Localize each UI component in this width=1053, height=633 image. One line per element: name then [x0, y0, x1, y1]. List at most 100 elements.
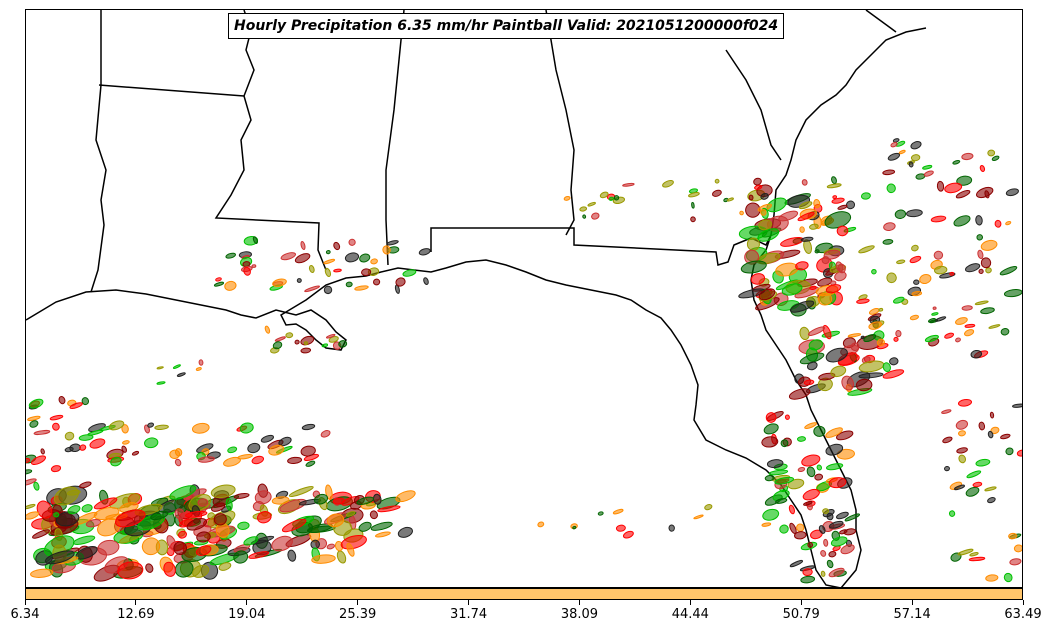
precip-blob	[1013, 544, 1022, 553]
precip-blob	[740, 260, 767, 274]
precip-blob	[196, 531, 211, 543]
precip-blob	[957, 398, 973, 407]
precip-blob	[801, 454, 821, 467]
precip-blob	[81, 397, 90, 406]
precip-blob	[987, 430, 994, 439]
precip-blob	[227, 446, 238, 454]
colorbar-tick	[1022, 600, 1024, 605]
precip-blob	[50, 465, 62, 473]
precip-blob	[591, 212, 600, 220]
precip-blob	[243, 536, 259, 546]
precip-blob	[348, 238, 356, 246]
precip-blob	[1003, 572, 1013, 583]
precip-blob	[192, 564, 210, 578]
precip-blob	[763, 423, 779, 435]
precip-blob	[110, 456, 122, 467]
precip-blob	[789, 300, 815, 313]
precip-blob	[108, 420, 125, 431]
colorbar-tick-label: 6.34	[10, 607, 40, 622]
precip-blob	[1005, 220, 1012, 226]
precip-blob	[572, 525, 577, 530]
precip-blob	[323, 285, 333, 295]
precip-blob	[55, 511, 80, 527]
precip-blob	[748, 194, 754, 201]
precip-blob	[778, 210, 799, 222]
precip-blob	[980, 307, 995, 315]
colorbar-tick	[578, 600, 580, 605]
precip-blob	[994, 219, 1002, 228]
precip-blob	[868, 321, 883, 330]
precip-blob	[794, 531, 807, 540]
map-title: Hourly Precipitation 6.35 mm/hr Paintbal…	[228, 13, 785, 39]
precip-blob	[910, 154, 921, 162]
precip-blob	[1005, 447, 1014, 456]
precip-blob	[821, 256, 830, 265]
colorbar-tick	[468, 600, 470, 605]
precip-blob	[910, 141, 922, 150]
precip-blob	[975, 458, 991, 467]
precip-blob	[924, 334, 939, 343]
precip-blob	[156, 366, 164, 370]
precip-blob	[871, 268, 877, 275]
precip-blob	[359, 253, 371, 263]
precip-blob	[955, 419, 969, 430]
precip-blob	[975, 215, 983, 226]
precip-blob	[186, 518, 208, 531]
precip-blob	[834, 271, 847, 282]
precip-blob	[987, 149, 996, 157]
precip-blob	[895, 330, 902, 338]
precip-blob	[836, 225, 849, 237]
precip-blob	[345, 511, 356, 517]
precip-blob	[300, 241, 306, 250]
precip-blob	[978, 421, 986, 431]
precip-blob	[579, 206, 588, 212]
precip-blob	[195, 545, 212, 556]
precip-blob	[987, 497, 996, 504]
precip-blob	[287, 549, 297, 562]
precip-blob	[961, 305, 973, 311]
precip-blob	[333, 241, 341, 251]
precip-blob	[338, 340, 348, 348]
precip-blob	[223, 456, 241, 467]
precip-blob	[311, 554, 336, 564]
precip-blob	[97, 539, 120, 556]
precip-blob	[191, 422, 210, 434]
precip-blob	[855, 378, 873, 392]
precip-blob	[354, 285, 369, 291]
precip-blob	[395, 277, 406, 287]
mississippi-river	[214, 10, 327, 271]
precip-blob	[955, 337, 961, 343]
precip-blob	[615, 524, 626, 532]
precip-blob	[141, 537, 161, 556]
precip-blob	[825, 427, 843, 438]
precip-blob	[856, 298, 870, 304]
precip-blob	[922, 164, 933, 170]
precip-blob	[764, 474, 775, 482]
precip-blob	[820, 549, 827, 557]
precip-blob	[944, 465, 950, 472]
precip-blob	[296, 278, 302, 283]
precip-blob	[370, 521, 393, 531]
precip-blob	[301, 423, 316, 431]
precip-blob	[122, 440, 130, 445]
precip-blob	[911, 291, 923, 297]
tx-la-border	[90, 10, 107, 293]
precip-blob	[156, 381, 166, 385]
precip-blob	[956, 175, 973, 186]
precip-blob	[40, 448, 45, 455]
precip-blob	[813, 199, 821, 209]
colorbar-tick-label: 57.14	[893, 607, 931, 622]
precip-blob	[927, 318, 937, 323]
precip-blob	[174, 458, 182, 467]
precip-blob	[978, 268, 984, 274]
precip-blob	[281, 518, 307, 533]
precip-blob	[889, 357, 899, 366]
precip-blob	[882, 169, 896, 176]
precip-blob	[154, 424, 169, 430]
precip-blob	[271, 496, 290, 505]
precip-blob	[836, 448, 855, 460]
precip-blob	[323, 258, 336, 265]
precip-blob	[150, 510, 169, 521]
colorbar-tick-label: 12.69	[117, 607, 155, 622]
precip-blob	[304, 285, 321, 293]
